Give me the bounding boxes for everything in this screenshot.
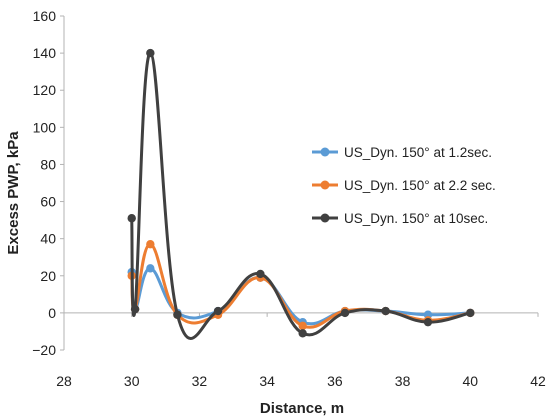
- series-line: [130, 266, 471, 326]
- legend-item: US_Dyn. 150° at 10sec.: [312, 211, 488, 226]
- y-tick-label: 100: [33, 119, 57, 135]
- data-point: [340, 308, 350, 318]
- y-tick-label: 160: [33, 8, 57, 24]
- series-line: [130, 51, 471, 340]
- data-point: [298, 321, 307, 331]
- data-point: [466, 308, 475, 318]
- x-tick-label: 28: [56, 373, 72, 389]
- legend-label: US_Dyn. 150° at 10sec.: [344, 211, 488, 226]
- y-tick-label: 140: [33, 45, 57, 61]
- x-tick-label: 38: [395, 373, 411, 389]
- data-point: [298, 329, 307, 338]
- y-tick-label: 120: [33, 82, 57, 98]
- legend-item: US_Dyn. 150° at 1.2sec.: [312, 145, 492, 160]
- legend-item: US_Dyn. 150° at 2.2 sec.: [312, 178, 496, 193]
- legend: US_Dyn. 150° at 1.2sec. US_Dyn. 150° at 2…: [312, 145, 496, 226]
- data-point: [146, 240, 155, 249]
- data-point: [213, 306, 223, 316]
- x-tick-label: 32: [192, 373, 208, 389]
- series-layer: [127, 48, 475, 340]
- legend-swatch-marker: [320, 213, 330, 223]
- legend-swatch-marker: [320, 180, 330, 190]
- legend-swatch-marker: [320, 147, 330, 157]
- y-tick-label: 80: [40, 156, 56, 172]
- x-tick-label: 36: [327, 373, 343, 389]
- series-3: [127, 48, 475, 340]
- data-point: [381, 306, 390, 316]
- x-tick-label: 34: [259, 373, 275, 389]
- data-point: [146, 48, 155, 58]
- y-tick-label: −20: [32, 342, 56, 358]
- y-tick-label: 40: [40, 231, 56, 247]
- data-point: [130, 304, 140, 314]
- y-tick-label: 60: [40, 194, 56, 210]
- data-point: [127, 214, 136, 223]
- data-point: [173, 310, 182, 319]
- x-tick-label: 42: [530, 373, 546, 389]
- y-tick-label: 0: [48, 305, 56, 321]
- y-axis-title: Excess PWP, kPa: [5, 131, 22, 255]
- legend-label: US_Dyn. 150° at 1.2sec.: [344, 145, 492, 160]
- y-axis-ticks: −20 0 20 40 60 80 100 120 140 160: [32, 8, 64, 358]
- y-tick-label: 20: [40, 268, 56, 284]
- legend-label: US_Dyn. 150° at 2.2 sec.: [344, 178, 496, 193]
- x-tick-label: 30: [124, 373, 140, 389]
- data-point: [256, 269, 265, 279]
- data-point: [146, 264, 155, 273]
- data-point: [423, 317, 433, 327]
- x-tick-label: 40: [462, 373, 478, 389]
- x-axis-title: Distance, m: [260, 400, 344, 417]
